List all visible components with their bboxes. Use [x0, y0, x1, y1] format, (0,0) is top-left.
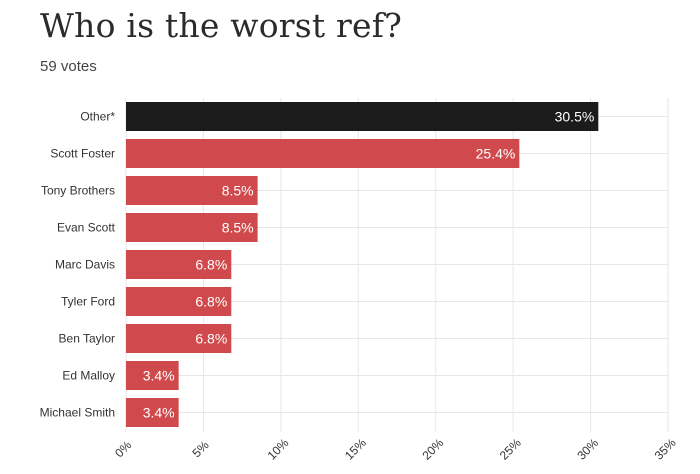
category-label: Michael Smith	[40, 406, 115, 420]
bars	[126, 102, 599, 427]
category-labels: Other* Scott Foster Tony Brothers Evan Scot…	[40, 110, 116, 420]
x-tick-label: 25%	[497, 436, 524, 463]
data-label: 6.8%	[195, 257, 227, 273]
data-label: 3.4%	[143, 368, 175, 384]
bar	[126, 213, 258, 242]
value-labels: 30.5% 25.4% 8.5% 8.5% 6.8% 6.8% 6.8% 3.4% 3.4%	[143, 109, 595, 421]
x-tick-label: 5%	[190, 438, 212, 460]
data-label: 3.4%	[143, 405, 175, 421]
x-tick-label: 30%	[574, 436, 601, 463]
category-label: Tyler Ford	[61, 295, 115, 309]
data-label: 8.5%	[222, 220, 254, 236]
bar	[126, 250, 232, 279]
x-tick-label: 0%	[112, 438, 134, 460]
vote-count: 59 votes	[40, 58, 97, 75]
data-label: 8.5%	[222, 183, 254, 199]
category-label: Tony Brothers	[41, 184, 115, 198]
x-tick-label: 15%	[342, 436, 369, 463]
bar	[126, 102, 599, 131]
data-label: 6.8%	[195, 331, 227, 347]
x-tick-label: 10%	[265, 436, 292, 463]
x-tick-label: 35%	[652, 436, 679, 463]
category-label: Ed Malloy	[62, 369, 115, 383]
category-label: Ben Taylor	[59, 332, 115, 346]
bar	[126, 324, 232, 353]
x-tick-label: 20%	[419, 436, 446, 463]
chart-title: Who is the worst ref?	[40, 6, 403, 45]
category-label: Other*	[80, 110, 115, 124]
bar	[126, 361, 179, 390]
category-label: Marc Davis	[55, 258, 115, 272]
data-label: 30.5%	[555, 109, 595, 125]
data-label: 6.8%	[195, 294, 227, 310]
category-label: Evan Scott	[57, 221, 116, 235]
bar	[126, 287, 232, 316]
bar	[126, 139, 520, 168]
category-label: Scott Foster	[50, 147, 115, 161]
data-label: 25.4%	[476, 146, 516, 162]
x-axis-tick-labels: 0% 5% 10% 15% 20% 25% 30% 35%	[112, 436, 679, 463]
bar	[126, 176, 258, 205]
bar	[126, 398, 179, 427]
